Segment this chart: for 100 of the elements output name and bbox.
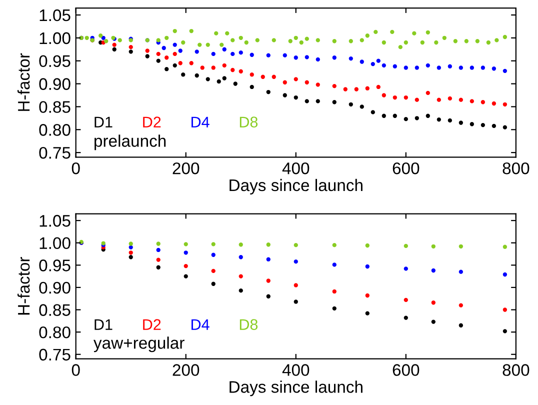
point: [365, 293, 370, 298]
text: D1: [94, 116, 112, 128]
y-tick-label: 0.90: [39, 78, 70, 90]
point: [128, 44, 133, 50]
point: [404, 266, 408, 271]
point: [104, 39, 108, 44]
text: D1: [94, 319, 112, 330]
point: [458, 270, 464, 274]
point: [470, 66, 474, 70]
point: [211, 52, 216, 56]
point: [502, 329, 508, 334]
point: [470, 122, 474, 126]
point: [412, 31, 416, 36]
text: D8: [240, 116, 258, 128]
text: D8: [240, 319, 258, 330]
x-tick-label: 200: [172, 364, 200, 376]
point: [128, 242, 133, 246]
point: [222, 76, 226, 80]
point: [470, 99, 474, 104]
x-tick-label: 600: [392, 162, 420, 174]
point: [404, 40, 408, 45]
point: [162, 46, 166, 50]
point: [502, 125, 508, 130]
point: [194, 50, 199, 54]
point: [189, 28, 194, 34]
point: [238, 36, 243, 40]
point: [238, 288, 243, 293]
point: [502, 34, 508, 40]
x-axis-title: Days since launch: [230, 380, 362, 396]
point: [348, 102, 353, 106]
x-tick-label: 400: [282, 162, 310, 174]
point: [360, 104, 364, 109]
point: [414, 98, 420, 102]
point: [172, 52, 177, 56]
point: [480, 66, 486, 70]
point: [392, 95, 398, 100]
point: [458, 303, 464, 308]
point: [145, 54, 150, 58]
point: [348, 56, 353, 61]
point: [230, 38, 235, 42]
annotation: prelaunch: [94, 134, 166, 150]
point: [172, 63, 177, 68]
point: [238, 69, 243, 74]
point: [492, 101, 496, 106]
point: [266, 90, 270, 94]
point: [332, 39, 336, 44]
point: [272, 38, 276, 42]
point: [434, 40, 438, 45]
point: [404, 116, 408, 122]
point: [365, 264, 370, 269]
point: [332, 100, 336, 104]
point: [294, 300, 298, 304]
y-tick-label: 0.80: [39, 124, 70, 136]
point: [164, 36, 169, 40]
point: [404, 95, 408, 100]
point: [238, 242, 243, 247]
point: [172, 42, 177, 47]
point: [266, 257, 270, 262]
point: [448, 64, 452, 68]
point: [392, 114, 398, 118]
point: [448, 96, 452, 101]
x-tick-label: 800: [502, 162, 530, 174]
point: [282, 93, 287, 98]
point: [156, 265, 160, 270]
y-tick-label: 0.85: [39, 304, 70, 316]
annotation: yaw+regular: [94, 336, 184, 352]
y-tick-label: 0.95: [39, 260, 70, 272]
point: [304, 36, 309, 41]
point: [453, 39, 458, 44]
point: [156, 242, 160, 246]
point: [216, 79, 221, 84]
point: [431, 320, 436, 324]
point: [502, 308, 508, 312]
point: [288, 39, 292, 44]
point: [222, 47, 226, 52]
point: [382, 63, 386, 68]
point: [244, 40, 248, 45]
point: [294, 283, 298, 288]
point: [431, 300, 436, 305]
point: [390, 30, 394, 34]
point: [365, 34, 370, 38]
point: [442, 36, 447, 40]
point: [164, 56, 169, 60]
point: [189, 61, 194, 66]
point: [250, 84, 254, 90]
point: [84, 36, 89, 40]
point: [502, 272, 508, 277]
y-tick-label: 0.90: [39, 282, 70, 294]
point: [238, 50, 243, 55]
y-tick-label: 0.75: [39, 146, 70, 159]
point: [282, 80, 287, 84]
point: [211, 282, 216, 286]
point: [156, 58, 160, 63]
point: [200, 66, 204, 70]
point: [220, 42, 224, 47]
point: [184, 250, 188, 255]
point: [156, 38, 160, 42]
y-tick-label: 0.85: [39, 101, 70, 113]
point: [178, 61, 182, 66]
point: [486, 40, 491, 45]
